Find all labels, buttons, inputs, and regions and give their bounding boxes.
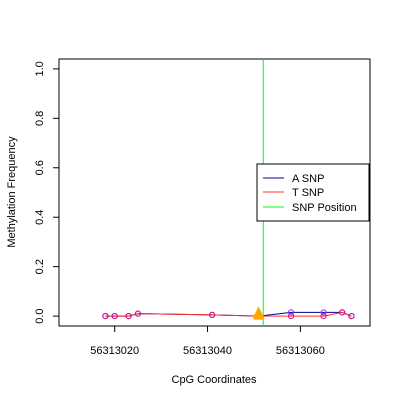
legend-label-snp-position: SNP Position bbox=[292, 202, 357, 214]
snp-marker-base bbox=[253, 314, 264, 320]
x-axis-label: CpG Coordinates bbox=[172, 374, 257, 386]
data-point bbox=[134, 310, 142, 317]
data-point bbox=[209, 311, 216, 318]
legend: A SNP T SNP SNP Position bbox=[256, 163, 370, 222]
x-tick-label: 56313020 bbox=[90, 345, 139, 357]
x-tick-label: 56313060 bbox=[276, 345, 325, 357]
data-point bbox=[348, 313, 355, 320]
y-tick-label: 0.6 bbox=[34, 160, 46, 175]
y-tick-label: 0.2 bbox=[34, 259, 46, 274]
data-point bbox=[320, 309, 327, 316]
data-point bbox=[125, 313, 132, 320]
legend-label-t-snp: T SNP bbox=[292, 187, 324, 199]
plot-frame bbox=[58, 58, 371, 327]
legend-label-a-snp: A SNP bbox=[292, 173, 324, 185]
x-tick-label: 56313040 bbox=[183, 345, 232, 357]
y-tick-label: 0.4 bbox=[34, 210, 46, 225]
y-tick-label: 0.0 bbox=[34, 308, 46, 323]
data-point bbox=[287, 309, 295, 316]
data-point bbox=[339, 309, 346, 316]
data-point bbox=[111, 313, 118, 320]
y-tick-label: 0.8 bbox=[34, 111, 46, 126]
y-axis-label: Methylation Frequency bbox=[6, 136, 18, 248]
data-point bbox=[320, 313, 327, 320]
data-point bbox=[287, 313, 295, 320]
series-line-1 bbox=[105, 311, 352, 317]
data-point bbox=[102, 313, 109, 320]
y-tick-label: 1.0 bbox=[34, 61, 46, 76]
